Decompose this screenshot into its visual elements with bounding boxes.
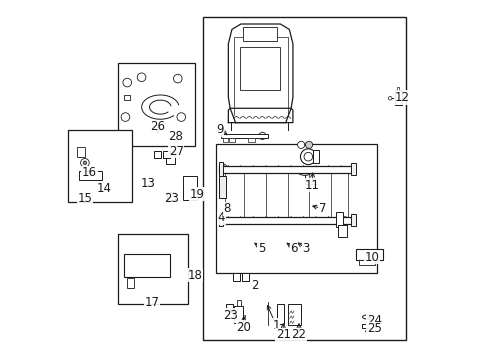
Text: 15: 15 [77, 192, 92, 205]
Text: 24: 24 [366, 314, 381, 327]
Ellipse shape [362, 315, 373, 319]
Text: 16: 16 [82, 166, 97, 179]
Bar [351, 163, 355, 175]
Bar [163, 150, 169, 158]
Text: 25: 25 [366, 322, 381, 335]
Circle shape [258, 132, 265, 139]
Bar [68, 130, 132, 202]
Circle shape [122, 78, 131, 87]
Text: 3: 3 [302, 242, 309, 255]
Text: 4: 4 [217, 211, 225, 224]
Circle shape [297, 141, 304, 148]
Bar [223, 138, 228, 142]
Bar [335, 212, 343, 226]
Circle shape [173, 74, 182, 83]
Bar [276, 305, 284, 324]
Circle shape [78, 149, 82, 153]
Circle shape [300, 149, 316, 165]
Bar [359, 260, 375, 265]
Circle shape [127, 283, 133, 289]
Bar [240, 47, 280, 90]
Bar [355, 249, 382, 260]
Bar [77, 147, 85, 157]
Text: 23: 23 [223, 309, 238, 322]
Bar [233, 315, 235, 318]
Bar [218, 162, 223, 176]
Text: 20: 20 [236, 320, 251, 333]
Text: 19: 19 [189, 188, 204, 201]
Bar [219, 166, 351, 173]
Bar [394, 90, 401, 105]
Circle shape [341, 217, 347, 222]
Ellipse shape [365, 330, 367, 332]
Text: 12: 12 [394, 91, 409, 104]
Text: 2: 2 [251, 279, 259, 292]
Bar [338, 225, 346, 237]
Text: 13: 13 [141, 177, 156, 190]
Bar [221, 134, 267, 138]
Bar [215, 144, 376, 273]
Bar [225, 304, 233, 311]
Bar [183, 176, 197, 200]
Bar [351, 214, 355, 226]
Circle shape [177, 113, 185, 121]
Text: 27: 27 [168, 145, 183, 158]
Bar [241, 273, 248, 281]
Circle shape [81, 158, 89, 167]
Text: 8: 8 [223, 202, 230, 215]
Bar [233, 273, 240, 281]
Circle shape [137, 73, 145, 82]
Bar [79, 171, 102, 180]
Bar [218, 214, 223, 226]
Text: 26: 26 [150, 121, 165, 134]
Bar [247, 138, 254, 142]
Bar [219, 176, 225, 198]
Text: 18: 18 [187, 269, 202, 282]
Bar [229, 138, 234, 142]
Bar [361, 324, 371, 328]
Bar [126, 278, 134, 288]
Bar [165, 153, 174, 164]
Circle shape [220, 164, 226, 171]
Bar [123, 253, 170, 277]
Text: 28: 28 [168, 130, 183, 144]
Bar [123, 95, 130, 100]
Text: 7: 7 [318, 202, 326, 215]
Circle shape [304, 152, 312, 161]
Bar [219, 217, 351, 224]
Text: 23: 23 [164, 192, 179, 205]
Text: 22: 22 [291, 328, 306, 341]
Bar [243, 27, 277, 41]
Circle shape [121, 113, 129, 121]
Bar [243, 315, 244, 318]
Text: 21: 21 [275, 328, 290, 341]
Text: 5: 5 [258, 242, 265, 255]
Circle shape [305, 141, 312, 148]
Text: 9: 9 [216, 123, 224, 136]
Bar [118, 63, 195, 146]
Bar [396, 87, 399, 90]
Bar [167, 192, 175, 200]
Circle shape [220, 218, 226, 225]
Bar [234, 306, 243, 323]
Text: 6: 6 [290, 242, 297, 255]
Bar [312, 150, 319, 163]
Bar [236, 300, 241, 306]
Bar [287, 305, 300, 325]
Text: 10: 10 [364, 251, 379, 264]
Text: 1: 1 [272, 319, 279, 332]
Circle shape [387, 96, 391, 100]
Circle shape [83, 161, 86, 165]
Text: 11: 11 [305, 179, 320, 192]
Bar [154, 150, 161, 158]
Bar [118, 234, 188, 304]
Text: 17: 17 [144, 296, 159, 309]
Text: 14: 14 [96, 183, 111, 195]
Bar [203, 17, 405, 339]
